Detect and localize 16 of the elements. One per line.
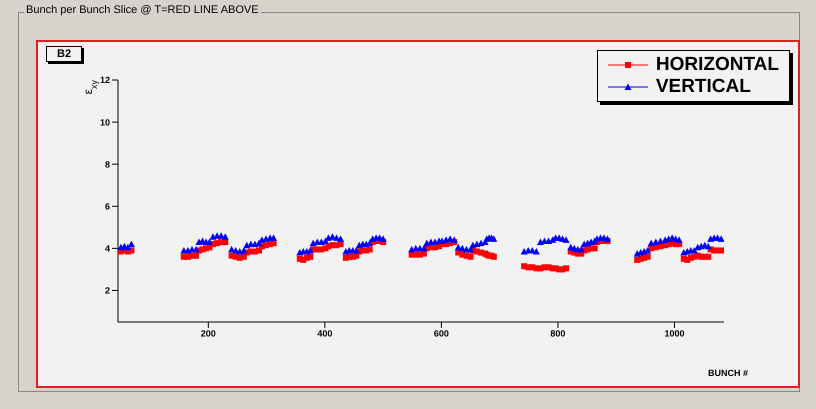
x-tick-label: 800: [550, 328, 566, 338]
y-tick-label: 6: [104, 201, 110, 212]
y-tick-label: 10: [100, 117, 110, 128]
legend-label: HORIZONTAL: [656, 54, 779, 76]
chart-title: Bunch per Bunch Slice @ T=RED LINE ABOVE: [24, 4, 261, 16]
y-tick-label: 12: [100, 75, 110, 86]
y-tick-label: 4: [104, 244, 110, 254]
y-tick-label: 8: [104, 159, 110, 170]
x-axis-title: BUNCH #: [708, 368, 748, 378]
x-tick-label: 600: [434, 328, 449, 338]
chart-subtitle: B2: [46, 46, 82, 62]
legend-label: VERTICAL: [656, 76, 751, 98]
x-tick-label: 200: [200, 328, 216, 338]
x-tick-label: 400: [317, 328, 332, 338]
y-tick-label: 2: [104, 286, 110, 296]
x-tick-label: 1000: [664, 328, 684, 338]
